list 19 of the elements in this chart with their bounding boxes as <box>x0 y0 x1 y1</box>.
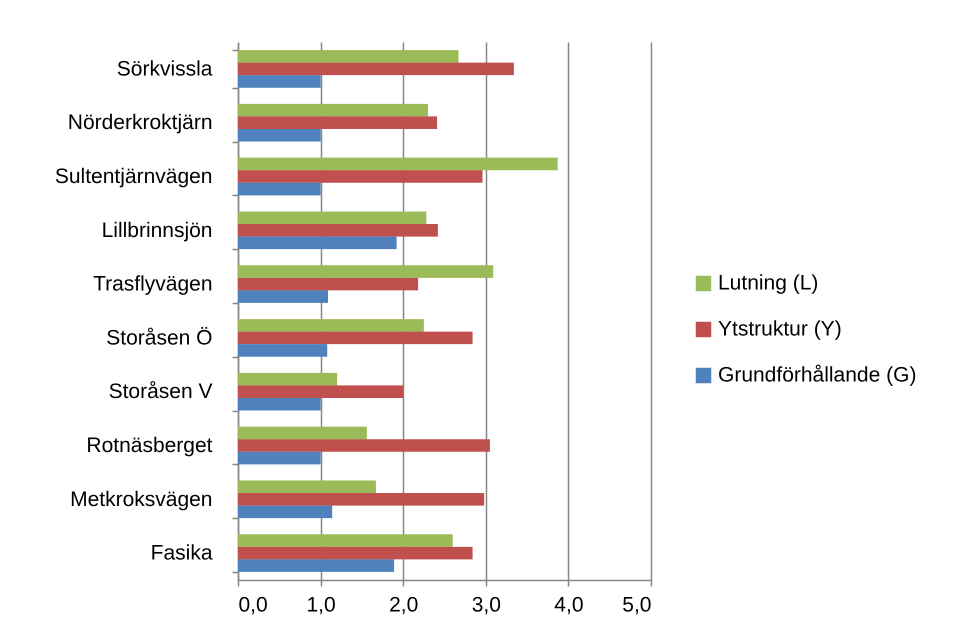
x-tick-label: 1,0 <box>306 594 336 616</box>
y-tick-label: Storåsen V <box>108 380 212 404</box>
x-tick-label: 0,0 <box>238 594 268 616</box>
x-tick-label: 3,0 <box>472 594 501 616</box>
y-tick-label: Lillbrinnsjön <box>102 218 212 242</box>
y-tick-label: Rotnäsberget <box>86 434 213 457</box>
y-tick-label: Trasflyvägen <box>93 272 212 296</box>
y-tick-label: Sörkvissla <box>116 57 213 80</box>
legend-label: Grundförhållande (G) <box>718 364 916 386</box>
y-tick-label: Sultentjärnvägen <box>54 165 212 188</box>
x-tick-label: 2,0 <box>389 594 418 616</box>
y-tick-label: Fasika <box>150 542 213 565</box>
x-tick-label: 5,0 <box>622 594 652 616</box>
legend-label: Ytstruktur (Y) <box>718 318 842 340</box>
y-tick-label: Nörderkroktjärn <box>68 111 212 134</box>
y-tick-label: Metkroksvägen <box>70 488 212 511</box>
legend-label: Lutning (L) <box>718 272 818 294</box>
y-tick-label: Storåsen Ö <box>106 326 212 350</box>
x-tick-label: 4,0 <box>554 594 584 616</box>
